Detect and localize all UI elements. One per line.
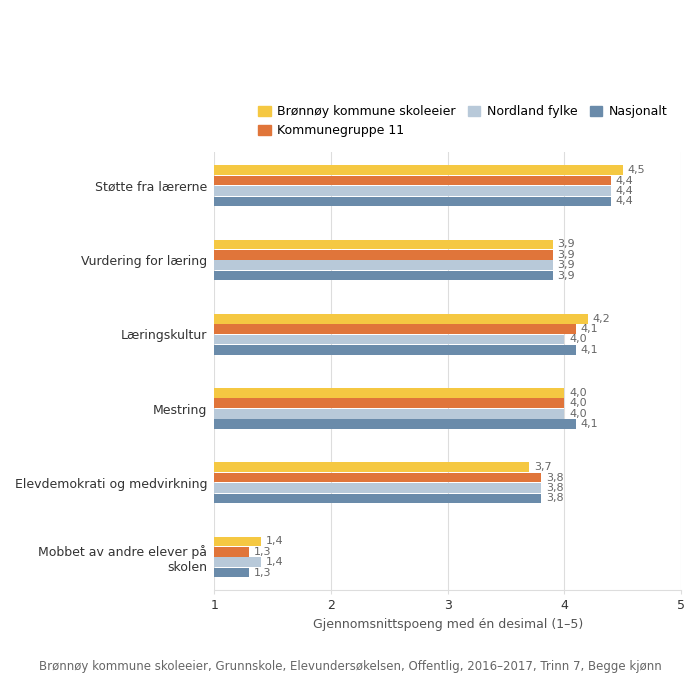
Text: 4,0: 4,0 (569, 398, 587, 408)
Bar (214, 388, 564, 398)
Bar (214, 324, 576, 334)
Text: 1,3: 1,3 (254, 568, 272, 577)
Text: 3,9: 3,9 (557, 271, 575, 281)
Bar (214, 260, 553, 270)
Bar (214, 547, 249, 557)
Text: 4,1: 4,1 (581, 345, 598, 355)
Bar (214, 462, 529, 472)
Bar (214, 335, 564, 344)
Text: 3,8: 3,8 (546, 473, 564, 483)
Text: 3,9: 3,9 (557, 260, 575, 270)
Text: 4,2: 4,2 (592, 313, 610, 324)
Text: 4,1: 4,1 (581, 419, 598, 429)
Bar (214, 239, 553, 250)
Text: 1,4: 1,4 (266, 537, 284, 547)
Text: 3,8: 3,8 (546, 483, 564, 493)
Bar (214, 186, 611, 196)
Text: 3,7: 3,7 (534, 462, 552, 472)
Text: 4,5: 4,5 (627, 165, 645, 175)
Bar (214, 165, 623, 175)
Bar (214, 483, 541, 493)
Bar (214, 314, 588, 324)
Text: 4,0: 4,0 (569, 388, 587, 398)
Bar (214, 537, 261, 546)
Bar (214, 409, 564, 418)
Bar (214, 250, 553, 260)
Bar (214, 420, 576, 429)
Text: 1,3: 1,3 (254, 547, 272, 557)
Text: 4,4: 4,4 (616, 197, 634, 206)
Text: 4,4: 4,4 (616, 175, 634, 186)
Bar (214, 398, 564, 408)
Bar (214, 271, 553, 280)
Text: 1,4: 1,4 (266, 557, 284, 567)
Text: 4,0: 4,0 (569, 335, 587, 345)
Bar (214, 568, 249, 577)
Bar (214, 473, 541, 482)
Text: 4,0: 4,0 (569, 409, 587, 419)
Text: 4,4: 4,4 (616, 186, 634, 196)
Bar (214, 345, 576, 355)
Legend: Brønnøy kommune skoleeier, Kommunegruppe 11, Nordland fylke, Nasjonalt: Brønnøy kommune skoleeier, Kommunegruppe… (258, 105, 667, 137)
Bar (214, 197, 611, 206)
X-axis label: Gjennomsnittspoeng med én desimal (1–5): Gjennomsnittspoeng med én desimal (1–5) (313, 618, 583, 631)
Bar (214, 494, 541, 503)
Text: 3,9: 3,9 (557, 239, 575, 250)
Text: 4,1: 4,1 (581, 324, 598, 334)
Text: 3,8: 3,8 (546, 494, 564, 503)
Bar (214, 175, 611, 186)
Bar (214, 558, 261, 567)
Text: Brønnøy kommune skoleeier, Grunnskole, Elevundersøkelsen, Offentlig, 2016–2017, : Brønnøy kommune skoleeier, Grunnskole, E… (38, 660, 661, 673)
Text: 3,9: 3,9 (557, 250, 575, 260)
